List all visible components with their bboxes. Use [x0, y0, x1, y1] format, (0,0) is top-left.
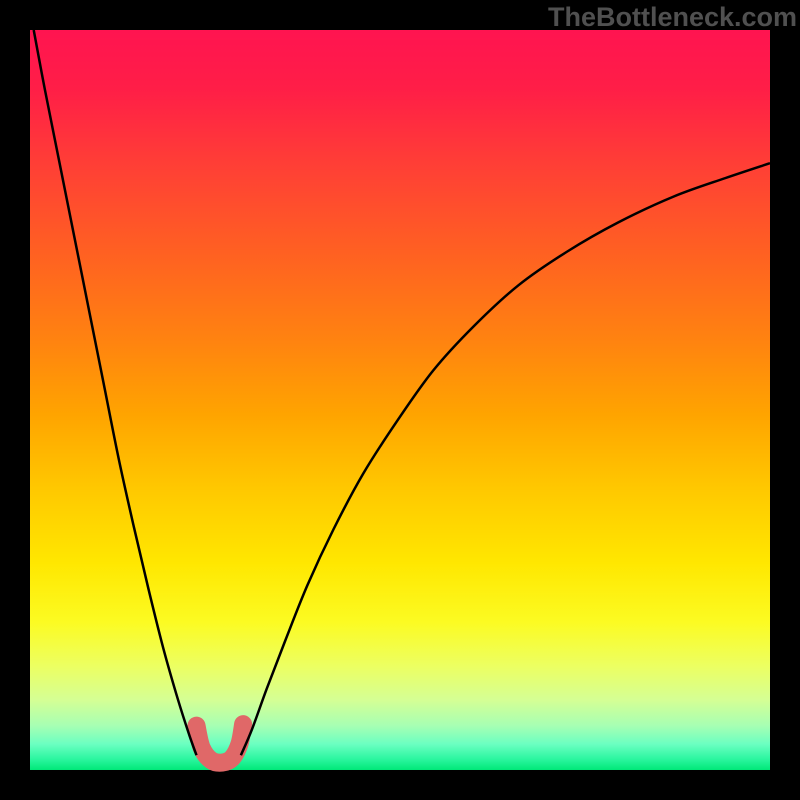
- trough-marker: [197, 724, 244, 763]
- watermark-text: TheBottleneck.com: [548, 2, 797, 33]
- curve-left-branch: [34, 30, 197, 755]
- curve-right-branch: [241, 163, 770, 755]
- bottleneck-curve: [0, 0, 800, 800]
